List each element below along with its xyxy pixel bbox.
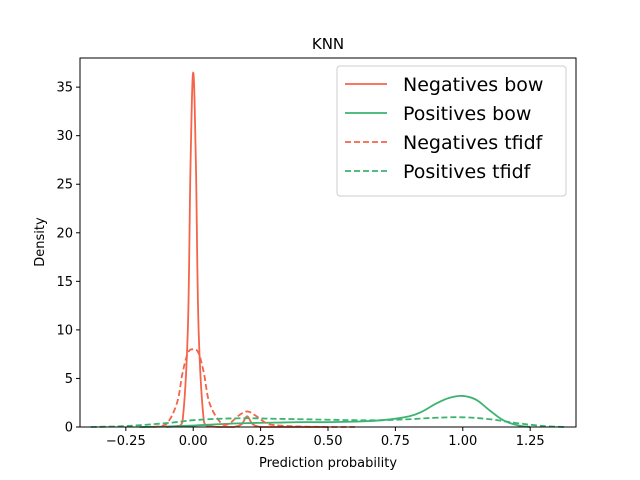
x-tick-label: 0.75: [381, 434, 410, 449]
y-tick-label: 35: [56, 81, 73, 96]
x-tick-label: 1.00: [448, 434, 477, 449]
legend-entry-label: Positives tfidf: [403, 161, 532, 183]
chart-title: KNN: [312, 35, 344, 53]
y-axis-label: Density: [33, 217, 48, 267]
x-axis-label: Prediction probability: [259, 456, 397, 471]
legend-entry-label: Negatives tfidf: [403, 132, 544, 154]
y-tick-label: 15: [56, 275, 73, 290]
series-line-positives-bow: [139, 394, 531, 428]
legend-box: [336, 65, 567, 197]
legend: Negatives bow Positives bow Negatives tfid…: [336, 65, 567, 197]
y-tick-label: 5: [65, 372, 73, 387]
y-tick-label: 25: [56, 178, 73, 193]
y-tick-label: 0: [65, 421, 73, 436]
y-tick-label: 30: [56, 129, 73, 144]
series-line-positives-tfidf: [90, 416, 566, 428]
x-tick-label: 0.00: [179, 434, 208, 449]
legend-entry-label: Negatives bow: [403, 74, 543, 96]
y-tick-label: 20: [56, 226, 73, 241]
legend-entry-label: Positives bow: [403, 103, 531, 125]
x-tick-label: 0.50: [314, 434, 343, 449]
x-axis: −0.25 0.00 0.25 0.50 0.75 1.00 1.25: [106, 427, 545, 449]
y-tick-label: 10: [56, 323, 73, 338]
x-tick-label: 0.25: [246, 434, 275, 449]
x-tick-label: 1.25: [516, 434, 545, 449]
x-tick-label: −0.25: [106, 434, 146, 449]
series-line-negatives-tfidf: [152, 348, 355, 428]
y-axis: 0 5 10 15 20 25 30 35: [56, 81, 80, 436]
